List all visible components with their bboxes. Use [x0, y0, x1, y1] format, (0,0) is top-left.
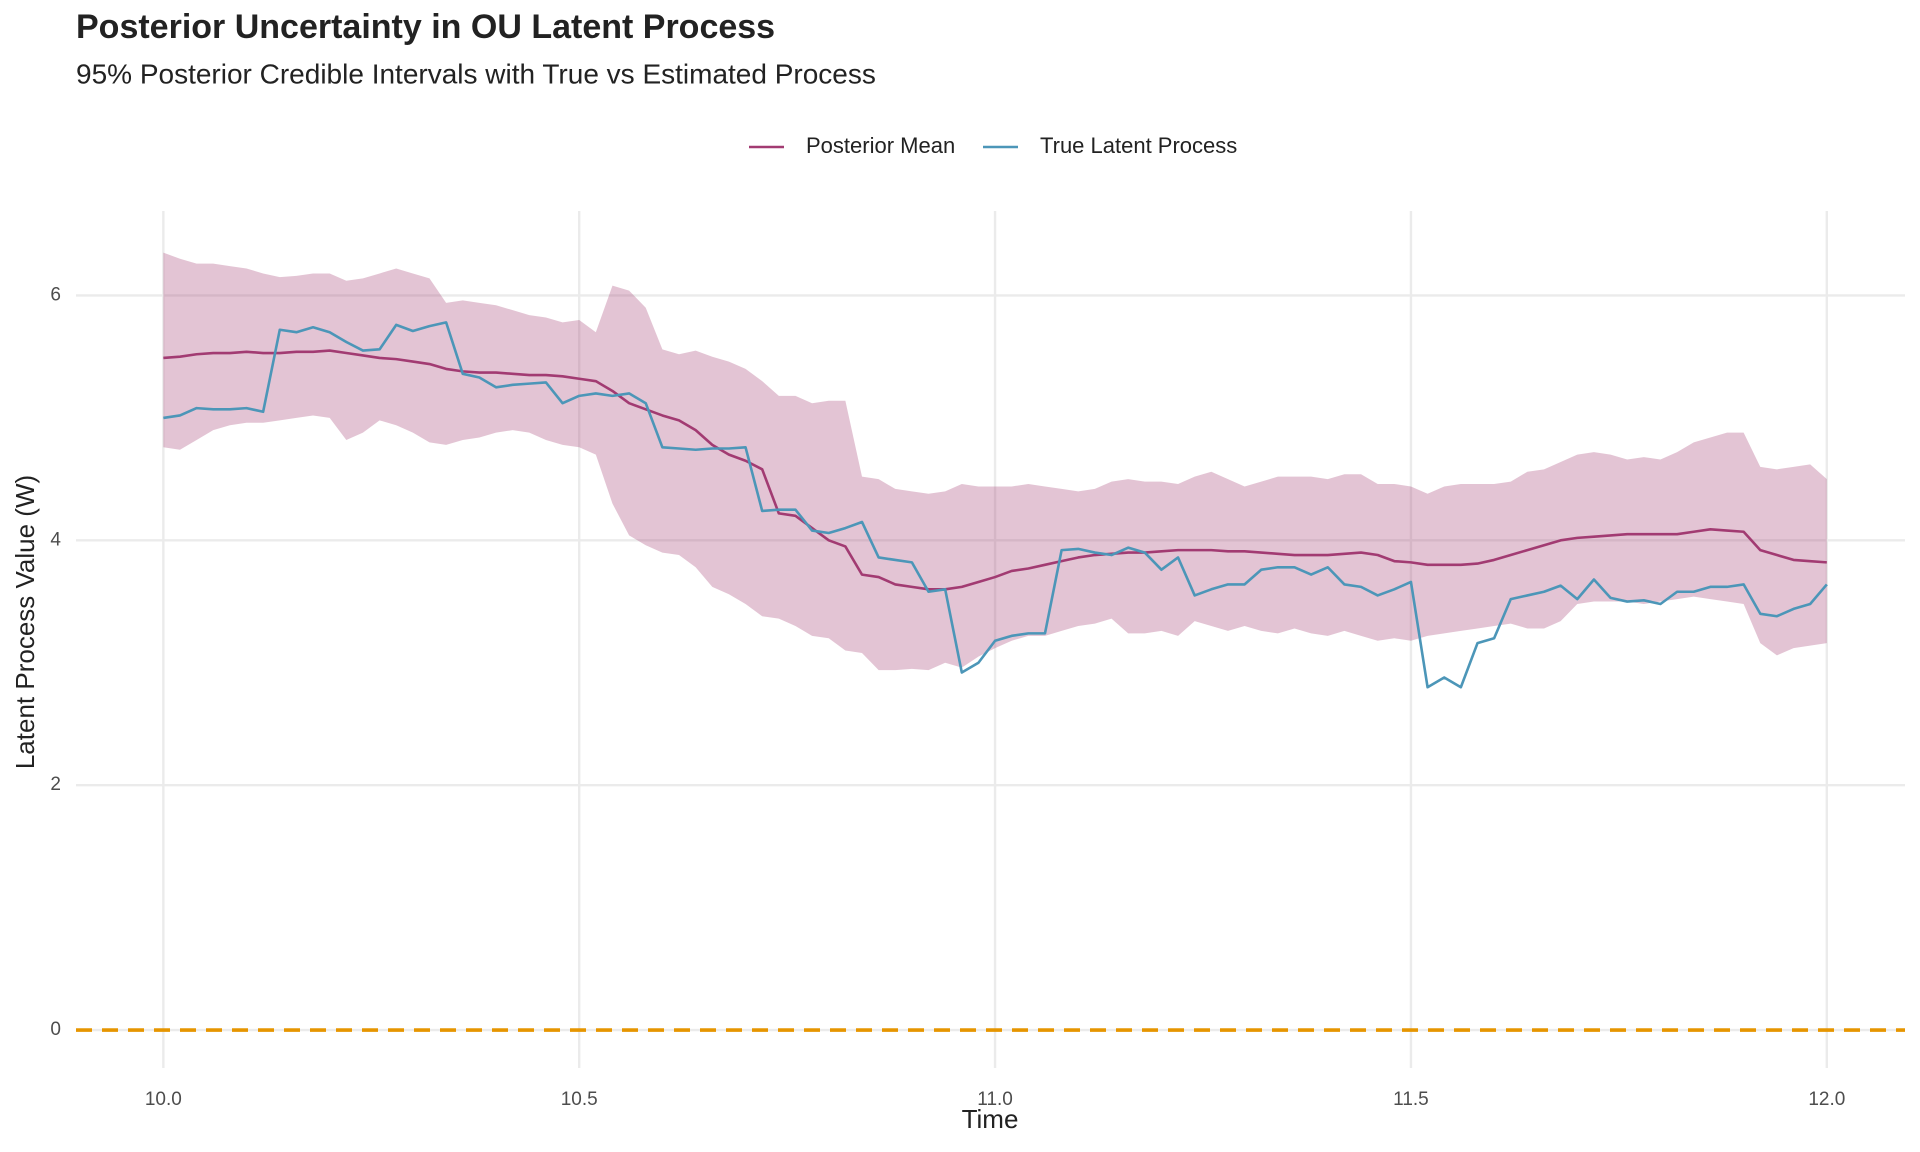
chart-subtitle: 95% Posterior Credible Intervals with Tr… [76, 58, 876, 89]
legend-label: Posterior Mean [806, 133, 955, 158]
x-axis-label: Time [962, 1104, 1019, 1134]
x-tick-label: 10.5 [561, 1089, 598, 1110]
x-tick-label: 11.0 [977, 1089, 1013, 1110]
series-line [163, 349, 1827, 591]
legend-label: True Latent Process [1040, 133, 1237, 158]
y-tick-label: 0 [50, 1019, 61, 1040]
x-tick-label: 11.5 [1393, 1089, 1429, 1110]
chart-title: Posterior Uncertainty in OU Latent Proce… [76, 8, 775, 46]
y-tick-label: 4 [50, 529, 61, 550]
x-tick-label: 12.0 [1808, 1089, 1845, 1110]
y-axis-label: Latent Process Value (W) [10, 475, 40, 769]
credible-interval [163, 252, 1827, 671]
y-tick-label: 6 [50, 284, 61, 305]
y-tick-label: 2 [50, 774, 61, 795]
series-line [163, 321, 1828, 689]
x-tick-label: 10.0 [145, 1089, 182, 1110]
